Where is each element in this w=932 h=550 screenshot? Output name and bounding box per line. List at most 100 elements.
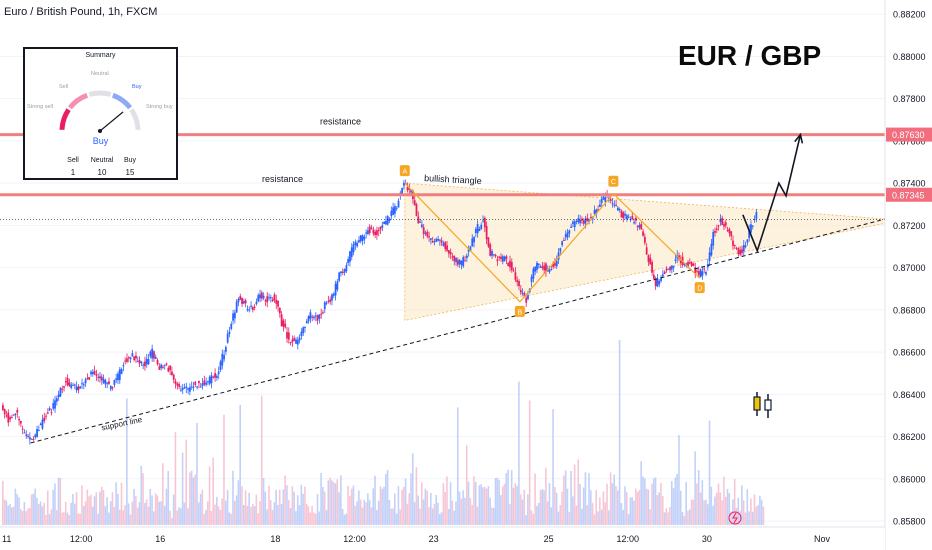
volume-bar <box>714 496 716 525</box>
candle-body <box>284 323 287 328</box>
candle-body <box>370 227 373 229</box>
candle-body <box>519 290 522 293</box>
pattern-point-c-marker <box>608 175 619 187</box>
lightning-icon[interactable] <box>728 511 742 525</box>
volume-bar <box>394 493 396 525</box>
candle-body <box>469 246 472 251</box>
candle-body <box>640 223 643 230</box>
volume-bar <box>160 501 162 525</box>
candle-body <box>485 226 488 240</box>
volume-bar <box>275 489 277 525</box>
volume-bar <box>97 513 99 525</box>
volume-bar <box>627 514 630 525</box>
candle-body <box>215 375 218 378</box>
volume-bar <box>422 499 425 525</box>
candle-body <box>10 417 13 419</box>
candle-body <box>269 297 272 299</box>
volume-bar <box>694 451 696 525</box>
candle-body <box>347 259 350 263</box>
candle-body <box>30 438 33 440</box>
candle-body <box>363 236 366 240</box>
candle-body <box>203 380 206 385</box>
candle-body <box>129 357 132 360</box>
candle-body <box>358 240 360 243</box>
volume-bar <box>208 466 211 525</box>
candle-body <box>318 314 321 319</box>
candle-body <box>68 382 71 386</box>
volume-bar <box>253 506 256 525</box>
candle-body <box>476 224 479 234</box>
volume-bar <box>138 501 141 525</box>
count-sell-label: Sell <box>67 157 79 164</box>
volume-bar <box>250 506 252 525</box>
candle-body <box>494 255 497 257</box>
price-tick-label: 0.86400 <box>893 390 926 400</box>
candle-body <box>474 229 477 233</box>
candle-body <box>559 248 562 252</box>
candle-body <box>656 278 659 287</box>
candle-body <box>153 351 155 359</box>
level-price-badge <box>886 187 932 202</box>
volume-bar <box>429 492 432 525</box>
volume-bar <box>23 502 26 525</box>
candle-body <box>39 423 42 426</box>
candle-body <box>566 232 569 238</box>
symbol-title[interactable]: Euro / British Pound, 1h, FXCM <box>4 6 158 18</box>
candle-body <box>505 256 508 259</box>
technical-summary-widget[interactable]: Summary Strong sell Sell Neutral Buy Str… <box>23 47 178 180</box>
volume-bar <box>712 505 714 525</box>
candle-body <box>183 387 186 389</box>
volume-bar <box>147 506 150 525</box>
resistance-label-lower: resistance <box>262 174 303 184</box>
candle-body <box>102 378 105 383</box>
candle-body <box>751 225 754 227</box>
time-tick-label: 18 <box>270 534 280 544</box>
volume-bar <box>136 507 139 525</box>
volume-bar <box>126 398 128 525</box>
candle-body <box>447 250 450 254</box>
time-axis[interactable] <box>0 527 885 550</box>
candle-body <box>352 244 355 253</box>
volume-bar <box>313 512 315 525</box>
volume-bar <box>388 499 391 525</box>
candle-body <box>100 376 103 381</box>
candle-body <box>72 384 74 386</box>
volume-bar <box>230 513 232 525</box>
volume-bar <box>611 483 614 525</box>
summary-gauge <box>59 90 141 133</box>
volume-bar <box>512 487 515 525</box>
gauge-segment <box>111 92 133 110</box>
volume-bar <box>645 488 648 525</box>
candle-body <box>435 238 438 242</box>
volume-bar <box>224 500 227 525</box>
volume-bar <box>438 514 441 525</box>
volume-bar <box>561 491 563 525</box>
volume-bar <box>541 489 544 525</box>
support-line-label: support line <box>101 415 144 433</box>
candle-body <box>600 198 603 204</box>
volume-bar <box>397 486 400 525</box>
volume-bar <box>81 485 83 525</box>
volume-bar <box>599 497 601 525</box>
candle-body <box>483 217 486 228</box>
gauge-segment <box>88 90 112 97</box>
volume-bar <box>412 453 414 525</box>
volume-bar <box>133 488 135 525</box>
gauge-label-strong-buy: Strong buy <box>146 104 173 110</box>
candle-body <box>514 272 517 280</box>
volume-bar <box>36 497 38 525</box>
price-tick-label: 0.85800 <box>893 517 926 527</box>
candle-body <box>90 371 92 375</box>
candle-body <box>492 254 495 256</box>
volume-bar <box>142 473 144 525</box>
volume-bar <box>660 482 662 525</box>
candle-body <box>280 314 283 327</box>
volume-bar <box>172 494 175 525</box>
price-axis[interactable] <box>885 0 932 550</box>
candle-body <box>43 417 46 422</box>
level-price-badge-label: 0.87345 <box>892 190 925 200</box>
candle-body <box>86 377 89 379</box>
candle-body <box>687 261 689 267</box>
volume-bar <box>582 487 585 525</box>
